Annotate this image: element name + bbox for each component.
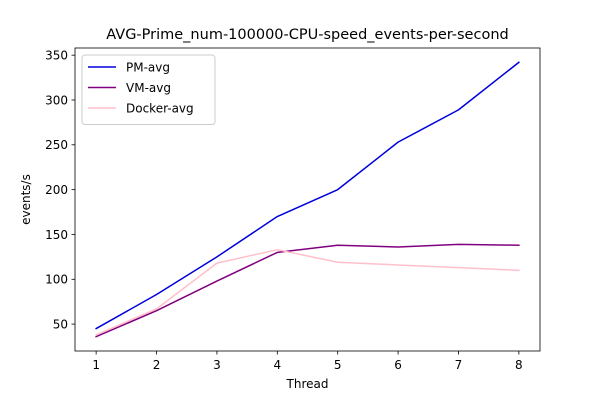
legend-entry: PM-avg — [126, 60, 170, 74]
x-tick-label: 8 — [515, 358, 523, 372]
series-line-pm-avg — [95, 61, 520, 330]
y-tick-label: 350 — [45, 48, 68, 62]
x-tick-label: 5 — [334, 358, 342, 372]
y-tick-label: 100 — [45, 273, 68, 287]
series-line-docker-avg — [95, 248, 520, 336]
y-tick-label: 150 — [45, 228, 68, 242]
y-tick-label: 200 — [45, 183, 68, 197]
x-tick-label: 1 — [92, 358, 100, 372]
legend-entry: VM-avg — [126, 81, 171, 95]
plot-area — [95, 61, 520, 338]
y-tick-label: 250 — [45, 138, 68, 152]
legend-box — [81, 54, 216, 125]
x-tick-label: 7 — [455, 358, 463, 372]
x-axis-label: Thread — [286, 377, 329, 391]
x-tick-label: 3 — [213, 358, 221, 372]
y-tick-label: 50 — [53, 317, 68, 331]
legend: PM-avg VM-avg Docker-avg — [81, 54, 216, 125]
x-tick-label: 6 — [394, 358, 402, 372]
axes: 1 2 3 4 5 6 7 8 50 100 150 200 250 300 350 — [45, 47, 541, 372]
legend-entry: Docker-avg — [126, 101, 194, 115]
axes-frame — [74, 47, 541, 352]
chart-title: AVG-Prime_num-100000-CPU-speed_events-pe… — [106, 27, 508, 43]
y-tick-label: 300 — [45, 93, 68, 107]
x-tick-label: 4 — [273, 358, 281, 372]
y-axis-label: events/s — [19, 174, 33, 225]
series-line-vm-avg — [95, 243, 520, 338]
x-tick-label: 2 — [153, 358, 161, 372]
